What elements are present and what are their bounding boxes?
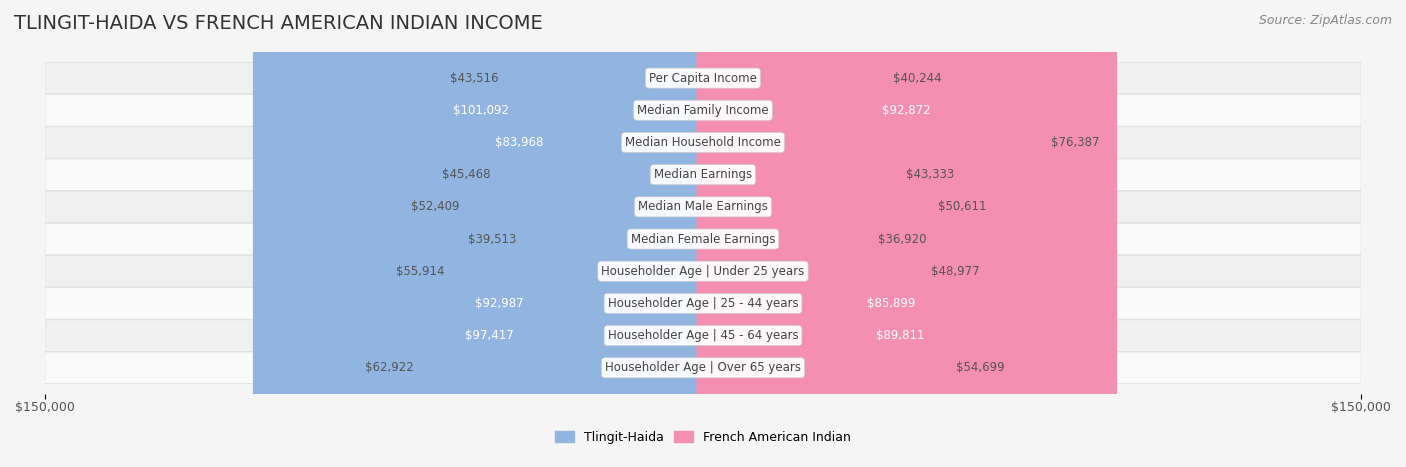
Text: $52,409: $52,409 xyxy=(412,200,460,213)
FancyBboxPatch shape xyxy=(696,0,1087,467)
Text: $92,872: $92,872 xyxy=(883,104,931,117)
Text: $92,987: $92,987 xyxy=(475,297,523,310)
FancyBboxPatch shape xyxy=(696,0,886,467)
Text: Median Household Income: Median Household Income xyxy=(626,136,780,149)
Text: $101,092: $101,092 xyxy=(453,104,509,117)
Text: Per Capita Income: Per Capita Income xyxy=(650,71,756,85)
FancyBboxPatch shape xyxy=(45,320,1361,351)
Text: $83,968: $83,968 xyxy=(495,136,543,149)
FancyBboxPatch shape xyxy=(45,223,1361,255)
FancyBboxPatch shape xyxy=(696,0,1104,467)
Text: $97,417: $97,417 xyxy=(465,329,513,342)
FancyBboxPatch shape xyxy=(696,0,932,467)
Text: Source: ZipAtlas.com: Source: ZipAtlas.com xyxy=(1258,14,1392,27)
Text: $55,914: $55,914 xyxy=(396,265,444,278)
FancyBboxPatch shape xyxy=(451,0,710,467)
Text: $43,516: $43,516 xyxy=(450,71,499,85)
Text: $43,333: $43,333 xyxy=(907,168,955,181)
FancyBboxPatch shape xyxy=(496,0,710,467)
FancyBboxPatch shape xyxy=(696,0,925,467)
FancyBboxPatch shape xyxy=(696,0,872,467)
Text: Median Male Earnings: Median Male Earnings xyxy=(638,200,768,213)
FancyBboxPatch shape xyxy=(696,0,1116,467)
FancyBboxPatch shape xyxy=(45,159,1361,191)
Text: $89,811: $89,811 xyxy=(876,329,924,342)
Text: Householder Age | Under 25 years: Householder Age | Under 25 years xyxy=(602,265,804,278)
FancyBboxPatch shape xyxy=(45,191,1361,223)
Text: Median Family Income: Median Family Income xyxy=(637,104,769,117)
Text: $54,699: $54,699 xyxy=(956,361,1005,374)
FancyBboxPatch shape xyxy=(253,0,710,467)
FancyBboxPatch shape xyxy=(328,0,710,467)
FancyBboxPatch shape xyxy=(45,352,1361,383)
Text: TLINGIT-HAIDA VS FRENCH AMERICAN INDIAN INCOME: TLINGIT-HAIDA VS FRENCH AMERICAN INDIAN … xyxy=(14,14,543,33)
Text: $48,977: $48,977 xyxy=(931,265,980,278)
Text: $76,387: $76,387 xyxy=(1052,136,1099,149)
Text: Median Female Earnings: Median Female Earnings xyxy=(631,233,775,246)
Text: $40,244: $40,244 xyxy=(893,71,942,85)
Text: $36,920: $36,920 xyxy=(879,233,927,246)
FancyBboxPatch shape xyxy=(45,255,1361,287)
Text: Householder Age | 25 - 44 years: Householder Age | 25 - 44 years xyxy=(607,297,799,310)
Text: $85,899: $85,899 xyxy=(868,297,915,310)
Text: Householder Age | 45 - 64 years: Householder Age | 45 - 64 years xyxy=(607,329,799,342)
FancyBboxPatch shape xyxy=(506,0,710,467)
FancyBboxPatch shape xyxy=(696,0,900,467)
Text: $50,611: $50,611 xyxy=(938,200,987,213)
Text: $39,513: $39,513 xyxy=(468,233,516,246)
Text: Median Earnings: Median Earnings xyxy=(654,168,752,181)
FancyBboxPatch shape xyxy=(523,0,710,467)
Text: Householder Age | Over 65 years: Householder Age | Over 65 years xyxy=(605,361,801,374)
Text: $62,922: $62,922 xyxy=(366,361,413,374)
FancyBboxPatch shape xyxy=(45,94,1361,126)
FancyBboxPatch shape xyxy=(269,0,710,467)
FancyBboxPatch shape xyxy=(420,0,710,467)
FancyBboxPatch shape xyxy=(288,0,710,467)
FancyBboxPatch shape xyxy=(696,0,1045,467)
FancyBboxPatch shape xyxy=(45,127,1361,158)
Text: $45,468: $45,468 xyxy=(441,168,491,181)
FancyBboxPatch shape xyxy=(45,288,1361,319)
FancyBboxPatch shape xyxy=(45,62,1361,94)
FancyBboxPatch shape xyxy=(467,0,710,467)
Legend: Tlingit-Haida, French American Indian: Tlingit-Haida, French American Indian xyxy=(550,426,856,449)
FancyBboxPatch shape xyxy=(696,0,949,467)
